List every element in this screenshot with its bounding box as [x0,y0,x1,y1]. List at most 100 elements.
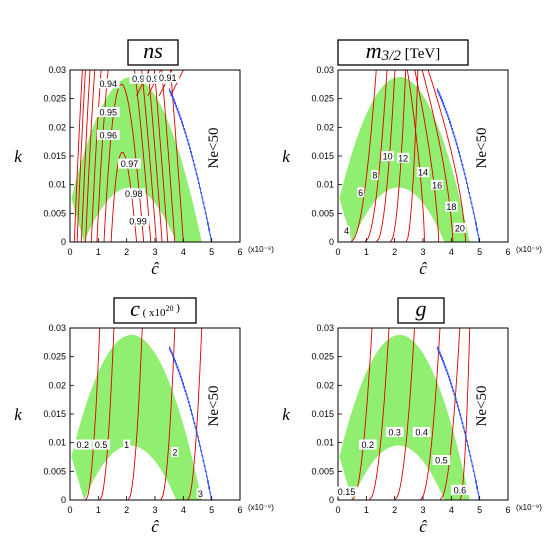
x-tick-label: 0 [335,247,340,257]
contour-label-bg [96,129,120,140]
contour-label-bg [371,170,379,181]
contour-label-bg [416,167,430,178]
x-tick-label: 5 [209,247,214,257]
x-tick-label: 0 [335,505,340,515]
contour-label: 0.91 [159,73,177,83]
y-tick-label: 0.03 [316,65,334,75]
y-tick-label: 0.015 [43,409,66,419]
contour-line [368,328,390,500]
chart-title-part: 20 [166,304,174,313]
contour-label: 12 [398,153,408,163]
contour-label-bg [385,426,404,437]
contour-label: 0.6 [454,485,467,495]
chart-title-part: [TeV] [401,46,440,62]
plot-area [71,70,213,242]
x-tick-label: 5 [477,505,482,515]
contour-line [405,70,419,242]
contour-label-bg [123,439,131,450]
contour-label-bg [430,179,444,190]
y-tick-label: 0.005 [43,208,66,218]
x-tick-label: 6 [505,247,510,257]
contour-label: 0.2 [76,440,89,450]
x-multiplier-label: (x10⁻⁹) [248,245,274,254]
chart-title: m3/2 [TeV] [366,38,440,64]
y-tick-label: 0.005 [311,208,334,218]
contour-label: 4 [344,226,349,236]
y-tick-label: 0.03 [48,65,66,75]
contour-label: 20 [455,223,465,233]
title-box [337,39,469,66]
y-tick-label: 0.03 [48,323,66,333]
contour-label: 0.5 [435,456,448,466]
contour-label: 14 [418,168,428,178]
x-tick-label: 1 [96,505,101,515]
chart-title-part: ) [174,302,181,314]
contour-label-bg [96,107,120,117]
y-tick-label: 0.03 [316,323,334,333]
x-axis-label: ĉ [419,517,427,536]
chart-title: ns [143,38,163,63]
x-multiplier-label: (x10⁻⁹) [516,245,542,254]
contour-label-bg [432,455,451,466]
y-tick-label: 0.025 [43,94,66,104]
contour-label: 0.95 [99,108,117,118]
contour-label-bg [335,486,358,497]
chart-panel: 0 1 2 3 4 5 600.0050.010.0150.020.0250.03(x10⁻… [282,38,542,278]
contour-label: 0.97 [121,159,139,169]
y-tick-label: 0.02 [316,380,334,390]
x-tick-label: 6 [505,505,510,515]
x-tick-label: 2 [124,505,129,515]
contour-label-bg [92,439,110,450]
ne-annotation: Ne<50 [206,386,222,427]
x-tick-label: 2 [124,247,129,257]
x-tick-label: 4 [449,247,454,257]
contour-label: 0.93 [132,74,150,84]
y-tick-label: 0.025 [43,352,66,362]
contour-line [127,328,143,500]
contour-line [439,328,461,500]
y-tick-label: 0.01 [48,438,66,448]
x-tick-label: 4 [181,505,186,515]
y-tick-label: 0.02 [48,122,66,132]
contour-label-bg [451,484,469,495]
plot-area [71,328,213,500]
contour-label-bg [358,439,377,450]
contour-line [394,328,415,500]
plot-area [339,328,481,500]
contour-line [350,70,377,242]
contour-label-bg [129,73,153,84]
title-box [397,297,445,324]
chart-title-part: ns [143,38,163,63]
ne-boundary-line [436,346,481,500]
allowed-region-band [339,334,470,500]
y-tick-label: 0.01 [316,438,334,448]
contour-label: 3 [198,489,203,499]
chart-panel: 0 1 2 3 4 5 600.0050.010.0150.020.0250.03(x10⁻… [14,38,274,278]
y-tick-label: 0.015 [43,151,66,161]
contour-label-bg [73,439,92,450]
contour-label-bg [96,78,120,89]
title-box [127,39,179,66]
contour-line [96,70,152,242]
chart-title-part: 3/2 [381,48,402,64]
chart-title-part: c [130,296,140,321]
contour-label: 0.4 [415,427,428,437]
x-tick-label: 3 [152,247,157,257]
contour-label: 0.2 [361,440,374,450]
contour-label: 0.15 [338,487,356,497]
chart-panel: 0 1 2 3 4 5 600.0050.010.0150.020.0250.03(x10⁻… [282,296,542,536]
contour-label: 8 [372,171,377,181]
contour-line [459,328,471,500]
chart-title-part: ( x10 [140,307,166,319]
contour-line [187,328,203,500]
chart-title-part: g [416,296,427,321]
contour-line [364,70,388,242]
x-multiplier-label: (x10⁻⁹) [248,503,274,512]
y-tick-label: 0.015 [311,151,334,161]
y-tick-label: 0 [329,237,334,247]
ne-annotation: Ne<50 [206,128,222,169]
allowed-region-band [71,334,202,500]
contour-line [90,70,157,242]
contour-label: 0.3 [388,427,401,437]
y-tick-label: 0.025 [311,352,334,362]
